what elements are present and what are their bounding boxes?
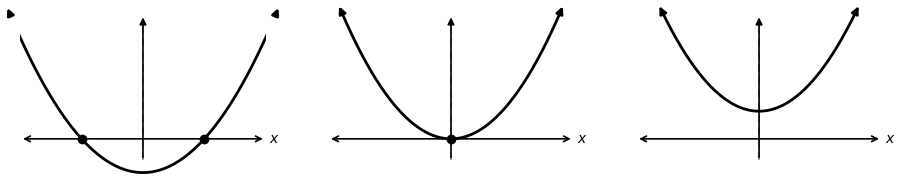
Text: $x$: $x$ xyxy=(885,132,896,146)
Text: $x$: $x$ xyxy=(269,132,280,146)
Text: $x$: $x$ xyxy=(576,132,587,146)
